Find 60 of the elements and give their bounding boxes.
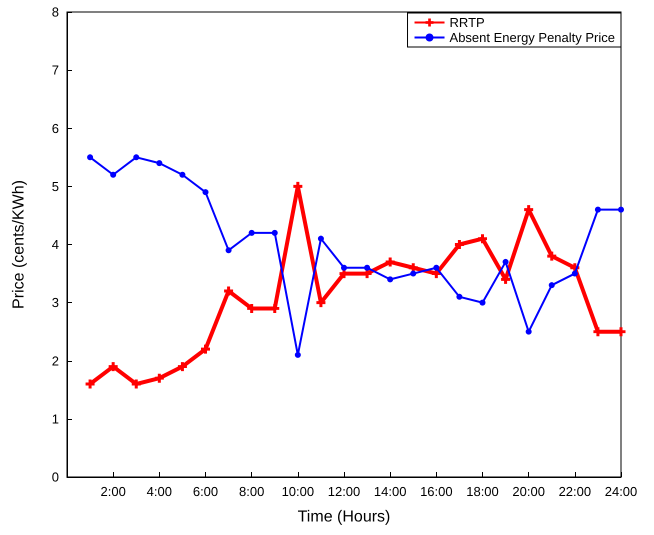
point — [502, 258, 509, 265]
x-tick-label: 14:00 — [374, 484, 406, 499]
point — [480, 300, 486, 306]
point — [224, 286, 234, 296]
x-tick-label: 22:00 — [558, 484, 592, 499]
point — [526, 328, 532, 335]
point — [454, 240, 464, 249]
x-tick-label: 6:00 — [192, 484, 218, 499]
point — [156, 160, 162, 166]
legend-label: Absent Energy Penalty Price — [450, 30, 616, 45]
x-tick-label: 18:00 — [466, 484, 499, 499]
x-tick-label: 10:00 — [282, 484, 314, 499]
y-tick-label: 7 — [52, 62, 59, 78]
point — [364, 264, 370, 271]
point — [87, 154, 94, 160]
point — [294, 352, 301, 358]
point — [318, 236, 324, 242]
point — [594, 206, 601, 213]
point — [572, 270, 578, 277]
y-tick-label: 8 — [52, 4, 59, 20]
y-tick-label: 3 — [52, 295, 59, 310]
point — [478, 234, 487, 244]
point — [133, 154, 140, 160]
point — [548, 282, 555, 288]
y-tick-label: 5 — [52, 178, 59, 194]
point — [272, 230, 278, 236]
point — [154, 374, 164, 383]
y-tick-label: 1 — [52, 411, 59, 426]
x-axis-title: Time (Hours) — [298, 508, 390, 526]
legend-label: RRTP — [450, 15, 485, 30]
point — [202, 189, 208, 196]
x-tick-label: 12:00 — [328, 484, 360, 499]
point — [201, 344, 210, 354]
x-tick-label: 2:00 — [100, 484, 126, 499]
y-axis-title: Price (cents/KWh) — [10, 180, 28, 309]
point — [86, 380, 95, 388]
point — [386, 257, 395, 266]
point — [178, 362, 187, 372]
point — [226, 247, 232, 254]
point — [433, 264, 440, 271]
y-tick-label: 4 — [52, 237, 59, 252]
point — [341, 264, 347, 271]
x-tick-label: 4:00 — [146, 484, 172, 499]
x-tick-label: 8:00 — [239, 484, 264, 499]
point — [248, 230, 255, 236]
point — [179, 172, 186, 178]
point — [387, 276, 394, 282]
x-tick-label: 24:00 — [604, 484, 638, 499]
point — [108, 362, 118, 372]
point — [132, 380, 141, 388]
y-tick-label: 6 — [52, 120, 59, 136]
x-tick-label: 16:00 — [420, 484, 453, 499]
point — [110, 172, 116, 178]
x-tick-label: 20:00 — [512, 484, 545, 499]
point — [618, 206, 624, 213]
point — [547, 252, 556, 261]
y-tick-label: 2 — [52, 353, 59, 368]
point — [410, 270, 416, 277]
point — [456, 294, 462, 300]
y-tick-label: 0 — [52, 470, 59, 484]
